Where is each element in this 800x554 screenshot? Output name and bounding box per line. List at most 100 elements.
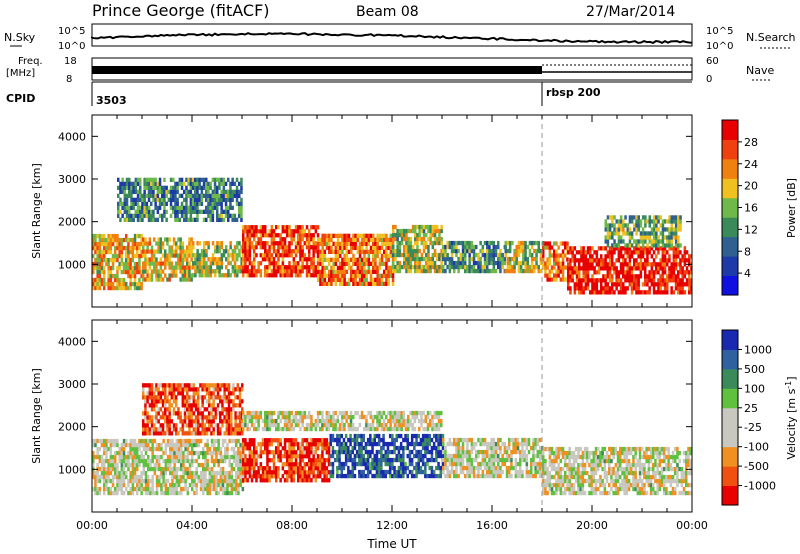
heatmap-cell xyxy=(194,391,198,396)
heatmap-cell xyxy=(225,407,229,412)
heatmap-cell xyxy=(384,453,387,459)
heatmap-cell xyxy=(157,427,160,432)
heatmap-cell xyxy=(192,403,196,408)
heatmap-cell xyxy=(321,253,324,258)
heatmap-cell xyxy=(553,253,556,258)
heatmap-cell xyxy=(358,233,362,238)
heatmap-cell xyxy=(103,253,106,259)
heatmap-cell xyxy=(388,473,392,479)
heatmap-cell xyxy=(591,282,594,287)
heatmap-cell xyxy=(290,229,293,234)
heatmap-cell xyxy=(405,244,408,250)
heatmap-cell xyxy=(205,205,208,210)
heatmap-cell xyxy=(619,262,623,267)
heatmap-cell xyxy=(626,278,629,283)
heatmap-cell xyxy=(129,269,132,275)
heatmap-cell xyxy=(319,261,322,266)
heatmap-cell xyxy=(192,419,196,424)
heatmap-cell xyxy=(328,245,331,250)
heatmap-cell xyxy=(195,450,198,456)
heatmap-cell xyxy=(244,438,247,443)
heatmap-cell xyxy=(393,445,396,451)
heatmap-cell xyxy=(519,260,523,266)
heatmap-cell xyxy=(186,253,189,258)
heatmap-cell xyxy=(171,458,174,464)
heatmap-cell xyxy=(541,240,545,246)
heatmap-cell xyxy=(259,229,263,234)
heatmap-cell xyxy=(253,458,256,463)
heatmap-cell xyxy=(369,261,373,266)
heatmap-cell xyxy=(352,257,355,262)
heatmap-cell xyxy=(468,244,471,250)
heatmap-cell xyxy=(567,274,570,279)
heatmap-cell xyxy=(414,232,417,238)
heatmap-cell xyxy=(94,478,97,484)
heatmap-cell xyxy=(354,273,357,278)
heatmap-cell xyxy=(172,387,176,392)
heatmap-cell xyxy=(208,383,211,388)
heatmap-cell xyxy=(639,223,643,228)
heatmap-cell xyxy=(377,457,381,463)
heatmap-cell xyxy=(183,415,187,420)
heatmap-cell xyxy=(131,438,135,444)
heatmap-cell xyxy=(140,281,143,287)
heatmap-cell xyxy=(125,209,129,214)
heatmap-cell xyxy=(323,253,327,258)
heatmap-cell xyxy=(105,470,108,476)
heatmap-cell xyxy=(181,423,185,428)
heatmap-cell xyxy=(92,245,95,251)
heatmap-cell xyxy=(170,249,174,254)
heatmap-cell xyxy=(319,237,322,242)
heatmap-cell xyxy=(179,265,182,270)
heatmap-cell xyxy=(626,246,629,251)
heatmap-cell xyxy=(227,387,231,392)
heatmap-cell xyxy=(153,249,156,254)
heatmap-cell xyxy=(506,240,510,246)
heatmap-cell xyxy=(490,260,493,266)
heatmap-cell xyxy=(237,446,240,452)
heatmap-cell xyxy=(396,236,399,242)
heatmap-cell xyxy=(292,261,296,266)
heatmap-cell xyxy=(186,403,189,408)
heatmap-cell xyxy=(310,438,313,443)
heatmap-cell xyxy=(241,407,244,412)
heatmap-cell xyxy=(466,248,469,254)
heatmap-cell xyxy=(223,395,226,400)
heatmap-cell xyxy=(403,248,406,254)
heatmap-cell xyxy=(127,245,130,251)
heatmap-cell xyxy=(371,457,374,463)
heatmap-cell xyxy=(374,265,377,270)
heatmap-cell xyxy=(181,427,185,432)
heatmap-cell xyxy=(301,249,304,254)
heatmap-cell xyxy=(231,181,234,186)
heatmap-cell xyxy=(250,269,254,274)
heatmap-cell xyxy=(380,465,383,471)
heatmap-cell xyxy=(666,219,669,224)
heatmap-cell xyxy=(94,490,97,496)
heatmap-cell xyxy=(161,391,165,396)
heatmap-cell xyxy=(216,265,219,270)
heatmap-cell xyxy=(492,240,496,246)
heatmap-cell xyxy=(586,270,590,275)
heatmap-cell xyxy=(250,470,254,475)
heatmap-cell xyxy=(567,286,570,291)
heatmap-cell xyxy=(561,261,565,266)
heatmap-cell xyxy=(270,442,274,447)
heatmap-cell xyxy=(188,265,191,270)
heatmap-cell xyxy=(116,269,119,275)
heatmap-cell xyxy=(103,478,106,484)
heatmap-cell xyxy=(652,278,656,283)
heatmap-cell xyxy=(200,185,204,190)
heatmap-cell xyxy=(288,245,291,250)
heatmap-cell xyxy=(160,446,163,452)
heatmap-cell xyxy=(210,486,214,492)
heatmap-cell xyxy=(372,257,375,262)
heatmap-cell xyxy=(308,474,311,479)
heatmap-cell xyxy=(219,450,223,456)
heatmap-cell xyxy=(508,244,512,250)
heatmap-cell xyxy=(648,262,651,267)
heatmap-cell xyxy=(336,273,340,278)
heatmap-cell xyxy=(177,438,181,444)
heatmap-cell xyxy=(586,250,590,255)
heatmap-cell xyxy=(672,290,676,295)
